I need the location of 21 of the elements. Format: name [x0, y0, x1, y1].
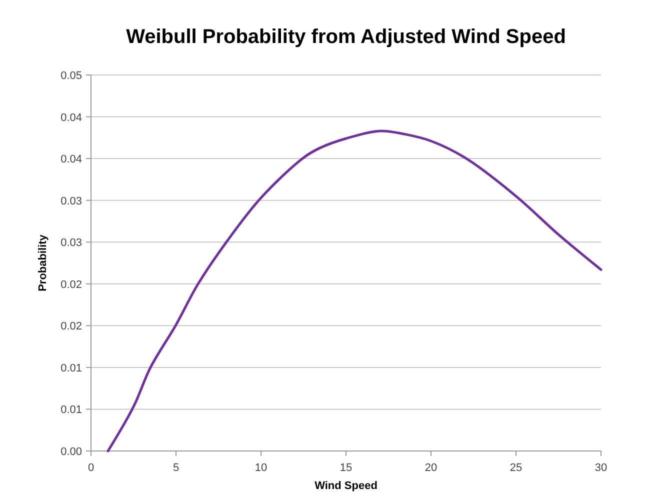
x-tick-label: 5	[172, 462, 180, 474]
y-tick-label: 0.04	[60, 154, 82, 166]
x-axis-title: Wind Speed	[314, 480, 378, 492]
y-tick-label: 0.02	[60, 278, 82, 291]
line-series	[106, 130, 602, 452]
x-tick-label: 20	[424, 462, 438, 474]
x-tick-label: 30	[594, 462, 608, 474]
x-tick-label: 25	[510, 462, 522, 474]
y-tick-label: 0.03	[60, 195, 82, 208]
x-tick-label: 15	[340, 462, 352, 474]
y-tick-label: 0.01	[60, 362, 82, 374]
x-tick-label: 10	[254, 462, 268, 474]
chart-title: Weibull Probability from Adjusted Wind Speed	[126, 26, 566, 48]
y-tick-label: 0.00	[60, 446, 82, 458]
y-tick-label: 0.03	[60, 237, 82, 250]
y-tick-label: 0.01	[60, 404, 82, 416]
y-tick-label: 0.05	[60, 70, 82, 82]
y-tick-label: 0.02	[60, 320, 82, 333]
x-tick-label: 0	[88, 462, 94, 474]
y-tick-label: 0.04	[60, 112, 82, 124]
y-axis-title: Probability	[37, 234, 49, 292]
